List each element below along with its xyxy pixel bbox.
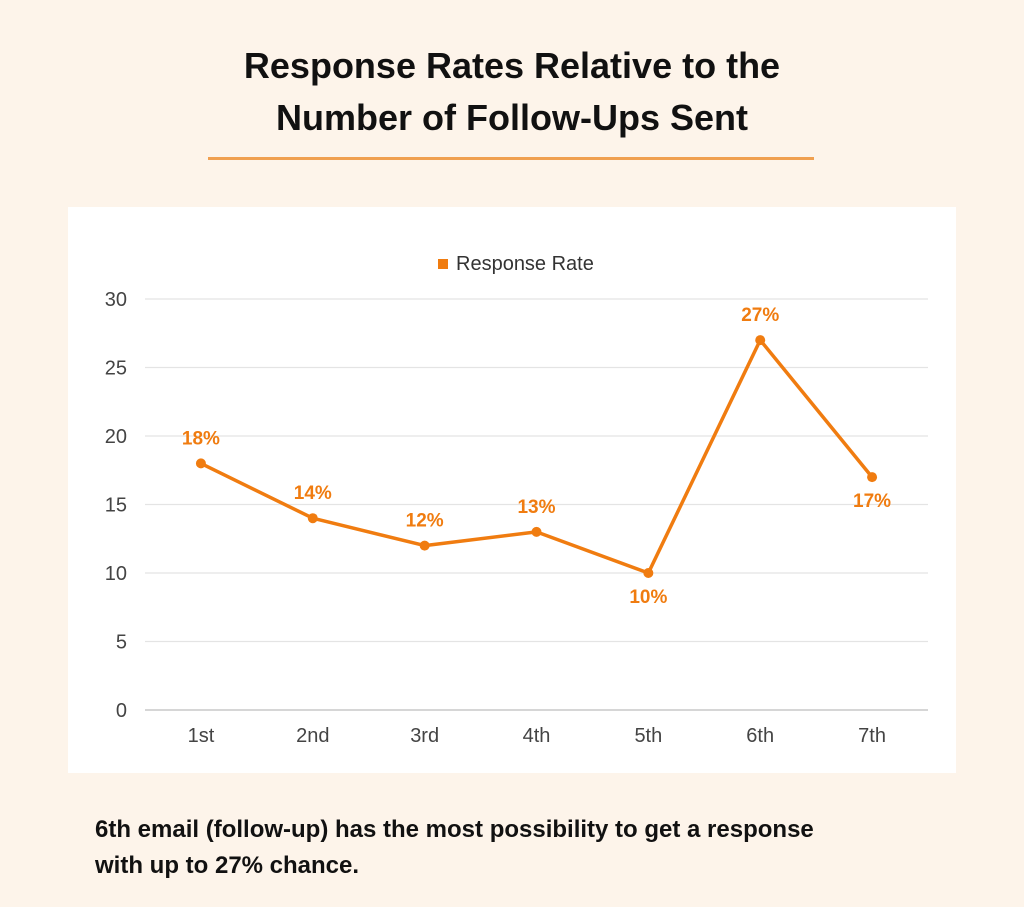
title-underline <box>208 157 814 160</box>
data-label: 14% <box>294 483 332 504</box>
chart-title: Response Rates Relative to the Number of… <box>0 40 1024 144</box>
data-point <box>195 458 206 469</box>
data-point <box>867 472 878 483</box>
data-point <box>419 540 430 551</box>
x-tick-label: 2nd <box>296 725 329 747</box>
data-label: 18% <box>182 428 220 449</box>
data-label: 27% <box>741 305 779 326</box>
title-line-2: Number of Follow-Ups Sent <box>276 97 748 138</box>
data-label: 12% <box>406 511 444 532</box>
y-tick-label: 15 <box>105 495 127 517</box>
data-point <box>755 335 766 346</box>
data-label: 13% <box>517 497 555 518</box>
data-label: 17% <box>853 491 891 512</box>
y-tick-label: 0 <box>116 700 127 722</box>
y-tick-label: 20 <box>105 426 127 448</box>
line-chart: 0 5 10 15 20 25 30 1st 2nd 3rd 4th 5th 6th 7th Respons… <box>105 253 928 747</box>
y-tick-label: 10 <box>105 563 127 585</box>
y-tick-label: 30 <box>105 289 127 311</box>
caption-line-2: with up to 27% chance. <box>95 852 360 879</box>
y-tick-label: 5 <box>116 632 127 654</box>
data-label: 10% <box>629 587 667 608</box>
data-point <box>531 526 542 537</box>
data-point <box>643 568 654 578</box>
data-point <box>307 513 318 524</box>
title-line-1: Response Rates Relative to the <box>243 45 781 86</box>
x-tick-label: 3rd <box>410 725 439 747</box>
chart-card: 0 5 10 15 20 25 30 1st 2nd 3rd 4th 5th 6th 7th Respons… <box>68 207 956 773</box>
x-tick-label: 5th <box>634 725 662 747</box>
x-tick-label: 1st <box>188 725 215 747</box>
y-tick-label: 25 <box>105 358 127 380</box>
x-tick-label: 6th <box>746 725 774 747</box>
caption-line-1: 6th email (follow-up) has the most possi… <box>95 816 814 843</box>
x-tick-label: 4th <box>523 725 551 747</box>
series-line-response-rate <box>199 338 874 575</box>
chart-caption: 6th email (follow-up) has the most possi… <box>95 812 975 884</box>
legend-marker <box>438 259 448 269</box>
x-tick-label: 7th <box>858 725 886 747</box>
legend-label: Response Rate <box>456 253 594 275</box>
